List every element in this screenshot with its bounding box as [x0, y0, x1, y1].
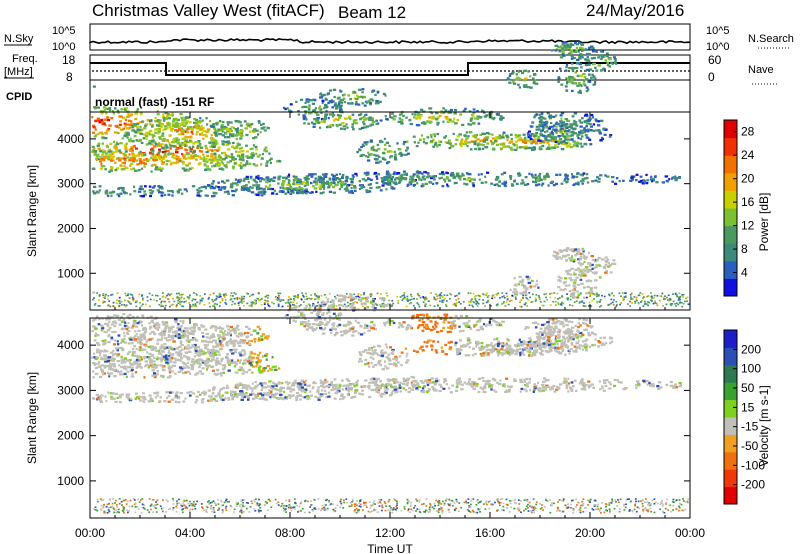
colorbar-tick-label: 12: [741, 219, 755, 233]
colorbar-segment: [724, 399, 737, 418]
nave-label: Nave: [748, 64, 774, 76]
nave-tick-bottom: 0: [708, 70, 715, 84]
y-tick-label: 2000: [57, 221, 84, 235]
colorbar-segment: [724, 260, 737, 279]
x-tick-label: 20:00: [575, 526, 605, 540]
freq-tick-top: 18: [62, 53, 76, 67]
colorbar-segment: [724, 469, 737, 488]
power-panel-frame: [89, 111, 691, 311]
y-tick-label: 3000: [57, 177, 84, 191]
y-tick-label: 4000: [57, 338, 84, 352]
colorbar-segment: [724, 451, 737, 470]
colorbar-tick-label: 50: [741, 381, 755, 395]
nsky-label: N.Sky: [4, 33, 34, 45]
power-colorbar: 4 8 12 16 20 24 28: [723, 119, 755, 297]
x-tick-label: 00:00: [675, 526, 705, 540]
nsky-tick-top: 10^5: [52, 25, 76, 37]
power-colorbar-title: Power [dB]: [757, 193, 771, 252]
colorbar-segment: [724, 137, 737, 156]
colorbar-segment: [724, 278, 737, 297]
colorbar-segment: [724, 243, 737, 262]
y-tick-label: 1000: [57, 266, 84, 280]
freq-panel-frame: [89, 54, 691, 81]
velocity-colorbar: 200 100 50 15 -15 -50 -100 -200: [723, 329, 765, 505]
colorbar-tick-label: 16: [741, 195, 755, 209]
colorbar-segment: [724, 330, 737, 348]
station-title: Christmas Valley West (fitACF): [92, 1, 325, 20]
power-heatmap-panel: [91, 41, 690, 308]
colorbar-tick-label: 15: [741, 400, 755, 414]
nsky-tick-bottom: 10^0: [52, 41, 76, 53]
nsearch-label: N.Search: [748, 33, 794, 45]
freq-tick-bottom: 8: [66, 70, 73, 84]
power-ylabel: Slant Range [km]: [25, 165, 39, 257]
colorbar-segment: [724, 417, 737, 435]
x-tick-label: 12:00: [375, 526, 405, 540]
velocity-ylabel: Slant Range [km]: [25, 372, 39, 464]
colorbar-tick-label: 20: [741, 172, 755, 186]
colorbar-segment: [724, 172, 737, 191]
nsky-trace: [89, 37, 691, 45]
y-tick-label: 3000: [57, 383, 84, 397]
date-label: 24/May/2016: [586, 1, 684, 20]
y-tick-label: 1000: [57, 474, 84, 488]
colorbar-segment: [724, 434, 737, 453]
nave-tick-top: 60: [708, 53, 722, 67]
freq-label: Freq.: [12, 53, 38, 65]
colorbar-tick-label: -50: [741, 439, 759, 453]
y-tick-label: 4000: [57, 132, 84, 146]
x-tick-label: 08:00: [275, 526, 305, 540]
x-tick-label: 04:00: [175, 526, 205, 540]
colorbar-tick-label: -200: [741, 478, 765, 492]
colorbar-segment: [724, 155, 737, 174]
colorbar-segment: [724, 208, 737, 227]
colorbar-tick-label: -100: [741, 458, 765, 472]
velocity-colorbar-title: Velocity [m s-1]: [757, 385, 771, 466]
cpid-text: normal (fast) -151 RF: [95, 95, 214, 109]
beam-label: Beam 12: [338, 3, 406, 22]
freq-unit-label: [MHz]: [4, 66, 33, 78]
x-tick-label: 00:00: [75, 526, 105, 540]
colorbar-segment: [724, 347, 737, 366]
nsky-panel-frame: [89, 23, 691, 51]
colorbar-segment: [724, 382, 737, 401]
colorbar-segment: [724, 225, 737, 244]
nsearch-tick-top: 10^5: [706, 25, 730, 37]
velocity-heatmap-panel: [91, 247, 690, 514]
colorbar-segment: [724, 364, 737, 383]
cpid-label: CPID: [6, 91, 32, 103]
colorbar-segment: [724, 190, 737, 209]
y-tick-label: 2000: [57, 429, 84, 443]
colorbar-tick-label: 100: [741, 362, 761, 376]
nsearch-tick-bottom: 10^0: [706, 41, 730, 53]
colorbar-segment: [724, 120, 737, 139]
colorbar-tick-label: 24: [741, 148, 755, 162]
colorbar-tick-label: 8: [741, 242, 748, 256]
colorbar-tick-label: -15: [741, 420, 759, 434]
colorbar-tick-label: 28: [741, 125, 755, 139]
colorbar-segment: [724, 486, 737, 505]
x-axis-label: Time UT: [367, 542, 413, 554]
colorbar-tick-label: 4: [741, 266, 748, 280]
freq-trace: [90, 62, 690, 76]
x-tick-label: 16:00: [475, 526, 505, 540]
colorbar-tick-label: 200: [741, 342, 761, 356]
